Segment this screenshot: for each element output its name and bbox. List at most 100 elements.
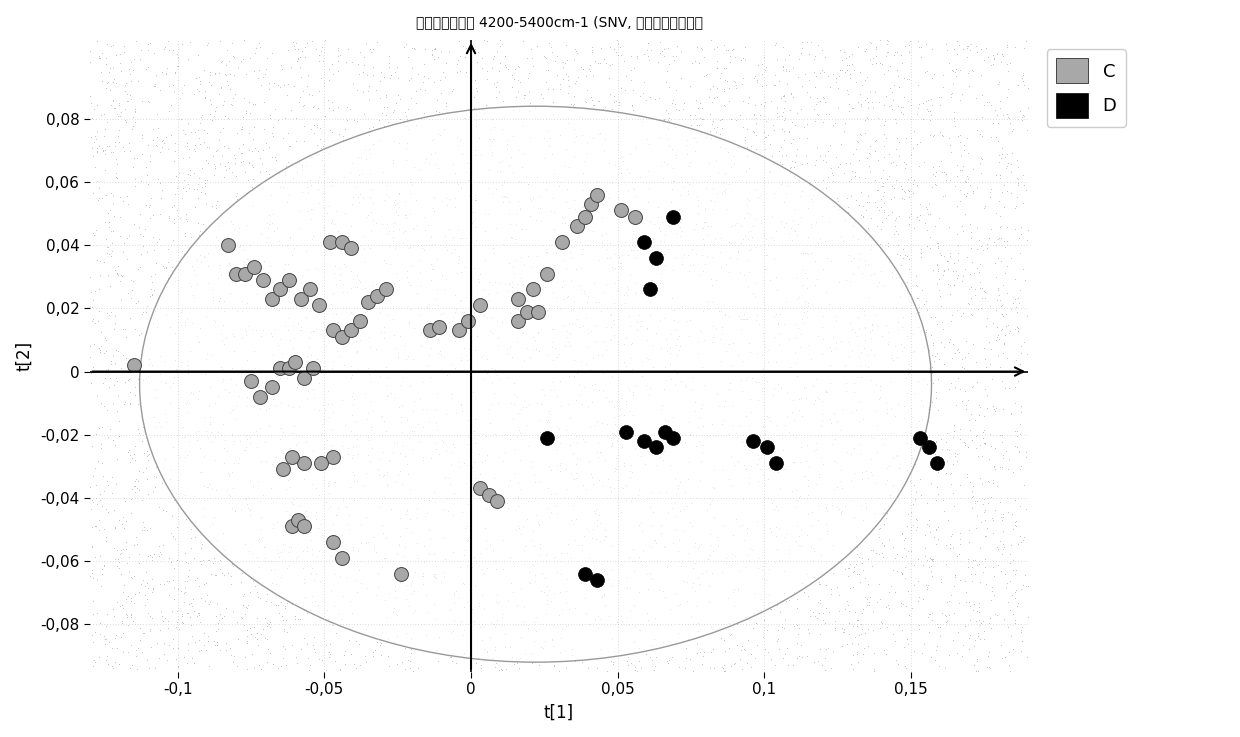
Point [427, 324, 446, 335]
Point [89, 182, 109, 194]
Point [569, 111, 589, 123]
Point [98, 506, 118, 518]
Point [544, 125, 564, 136]
Point [877, 433, 897, 444]
Point [284, 493, 304, 505]
Point [670, 333, 689, 345]
Point [596, 398, 616, 410]
Point [459, 174, 479, 186]
Point [352, 234, 372, 245]
Point [662, 143, 682, 155]
Point [640, 309, 660, 321]
Point [378, 488, 398, 500]
Point [319, 477, 339, 489]
Point [109, 416, 129, 427]
Point [136, 169, 156, 181]
Point [227, 283, 247, 295]
Point [537, 598, 557, 609]
Point [755, 228, 775, 240]
Point [765, 69, 785, 81]
Point [296, 607, 316, 619]
Point [181, 542, 201, 554]
Point [962, 561, 982, 573]
Point [377, 467, 397, 478]
Point [466, 144, 486, 156]
Point [469, 448, 489, 460]
Point [959, 524, 978, 536]
Point [795, 175, 815, 187]
Point [436, 408, 456, 420]
Point [394, 150, 414, 161]
Point [748, 154, 768, 166]
Point [808, 595, 828, 607]
Point [237, 637, 257, 649]
Point [761, 96, 781, 108]
Point [368, 581, 388, 593]
Point [198, 265, 218, 276]
Point [833, 367, 853, 379]
Point [459, 579, 479, 591]
Point [205, 111, 224, 122]
Point [815, 384, 835, 396]
Point [384, 104, 404, 116]
Point [799, 357, 818, 369]
Point [125, 650, 145, 662]
Point [618, 130, 637, 142]
Point [241, 446, 260, 458]
Point [332, 262, 352, 274]
Point [678, 617, 698, 629]
Point [258, 220, 278, 232]
Point [560, 400, 580, 412]
Point [797, 276, 817, 287]
Point [900, 381, 920, 393]
Point [641, 241, 661, 253]
Point [565, 77, 585, 89]
Point [480, 620, 500, 632]
Point [288, 43, 308, 55]
Point [973, 424, 993, 436]
Point [631, 419, 651, 430]
Point [131, 148, 151, 160]
Point [590, 443, 610, 455]
Point [848, 233, 868, 245]
Point [619, 413, 639, 425]
Point [539, 188, 559, 200]
Point [83, 572, 103, 584]
Point [314, 164, 334, 176]
Point [713, 662, 733, 674]
Point [637, 618, 657, 629]
Point [668, 483, 688, 495]
Point [608, 49, 627, 61]
Point [644, 338, 663, 349]
Point [131, 495, 151, 506]
Point [631, 450, 651, 462]
Point [277, 615, 296, 626]
Point [711, 497, 730, 509]
Point [197, 481, 217, 493]
Point [651, 411, 671, 423]
Point [441, 265, 461, 276]
Point [543, 249, 563, 261]
Point [688, 465, 708, 477]
Point [250, 391, 270, 402]
Point [316, 639, 336, 651]
Point [115, 352, 135, 364]
Point [529, 346, 549, 357]
Point [451, 124, 471, 136]
Point [321, 298, 341, 310]
Point [413, 422, 433, 433]
Point [549, 232, 569, 244]
Point [884, 395, 904, 407]
Point [443, 439, 463, 450]
Point [599, 157, 619, 169]
Point [346, 429, 366, 441]
Point [977, 96, 997, 108]
Point [877, 46, 897, 57]
Point [1001, 252, 1021, 264]
Point [518, 107, 538, 119]
Point [543, 620, 563, 632]
Point [489, 596, 508, 608]
Point [149, 416, 169, 428]
Point [639, 38, 658, 49]
Point [263, 495, 283, 506]
